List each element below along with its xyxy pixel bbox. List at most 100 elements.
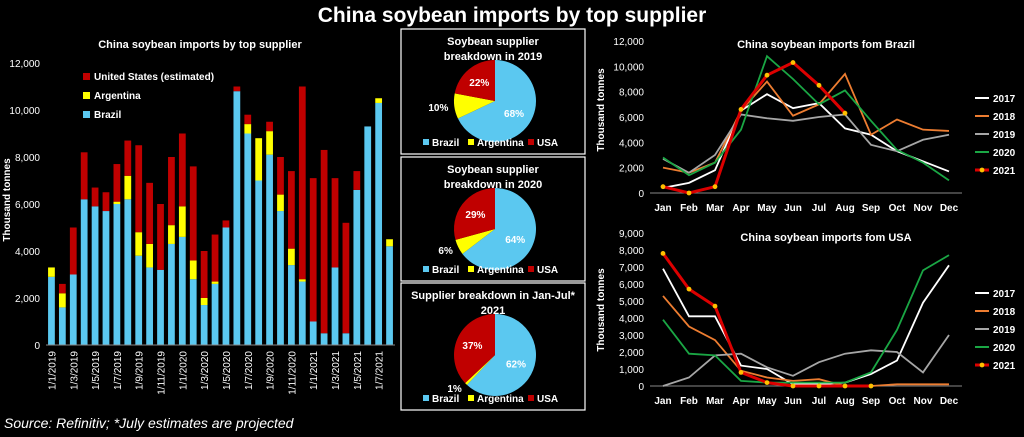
bar-xtick-label: 1/1/2020 [178, 351, 189, 390]
line-marker-2021 [764, 380, 770, 385]
bar-chart-title: China soybean imports by top supplier [98, 39, 302, 51]
bar-segment-brazil [102, 211, 110, 345]
line-ytick-label: 4,000 [619, 314, 644, 325]
line-xtick-label: Nov [914, 396, 933, 407]
line-marker-2021 [738, 370, 744, 375]
bar-segment-argentina [135, 232, 143, 256]
bar-segment-brazil [233, 91, 241, 345]
pie-value-label: 64% [505, 235, 525, 246]
line-marker-2021 [660, 251, 666, 256]
line-ytick-label: 8,000 [619, 88, 644, 99]
line-series-2018 [662, 295, 949, 387]
pie-legend-label: Argentina [477, 394, 524, 405]
bar-segment-brazil [353, 189, 361, 345]
pie-title: Soybean supplier [447, 164, 539, 176]
bar-legend-swatch [83, 92, 90, 99]
pie-value-label: 29% [465, 210, 485, 221]
bar-segment-united [342, 222, 350, 334]
pie-title: breakdown in 2020 [444, 179, 542, 191]
bar-segment-argentina [178, 206, 186, 237]
bar-legend-label: United States (estimated) [94, 72, 214, 83]
bar-xtick-label: 1/1/2019 [47, 351, 58, 390]
line-marker-2021 [790, 60, 796, 65]
bar-segment-argentina [244, 124, 252, 134]
bar-segment-brazil [342, 333, 350, 345]
bar-legend-swatch [83, 73, 90, 80]
line-xtick-label: Jul [812, 203, 827, 214]
bar-segment-brazil [69, 274, 77, 345]
bar-segment-argentina [266, 131, 273, 155]
bar-ytick-label: 10,000 [9, 106, 40, 117]
pie-slice-argentina [455, 229, 495, 254]
bar-segment-argentina [113, 201, 121, 204]
bar-segment-argentina [277, 194, 284, 212]
bar-xtick-label: 1/7/2021 [375, 351, 386, 390]
bar-segment-united [211, 234, 219, 282]
bar-segment-united [309, 178, 317, 322]
bar-segment-argentina [124, 175, 132, 200]
pie-slice-usa [454, 60, 495, 101]
bar-segment-brazil [168, 243, 175, 345]
bar-segment-united [353, 171, 361, 190]
bar-segment-united [200, 251, 208, 298]
bar-segment-argentina [48, 267, 55, 277]
pie-value-label: 62% [506, 359, 526, 370]
line-marker-2021 [842, 110, 848, 116]
bar-segment-brazil [222, 227, 230, 345]
bar-segment-argentina [255, 138, 263, 181]
bar-ytick-label: 0 [34, 341, 40, 352]
line-legend-label: 2019 [993, 130, 1016, 141]
bar-segment-brazil [375, 102, 383, 345]
pie-legend-swatch [423, 266, 429, 272]
bar-segment-united [91, 187, 99, 207]
bar-segment-united [178, 133, 186, 207]
line-legend-label: 2020 [993, 148, 1016, 159]
bar-segment-brazil [277, 211, 284, 345]
line-legend-marker [979, 167, 985, 173]
pie-legend-label: USA [537, 138, 558, 149]
pie-legend-label: Brazil [432, 265, 459, 276]
line-marker-2021 [738, 107, 744, 112]
line-xtick-label: May [757, 203, 777, 214]
bar-legend-label: Brazil [94, 110, 121, 121]
line-legend-label: 2021 [993, 166, 1016, 177]
line-series-2019 [662, 113, 950, 174]
line-xtick-label: Dec [940, 396, 959, 407]
bar-segment-brazil [288, 265, 295, 345]
bar-segment-united [69, 227, 77, 275]
bar-segment-brazil [309, 321, 317, 345]
bar-segment-argentina [200, 298, 208, 306]
line-marker-2021 [868, 383, 874, 389]
bar-ytick-label: 12,000 [9, 59, 40, 70]
bar-segment-brazil [200, 305, 208, 345]
bar-segment-united [331, 178, 339, 268]
bar-segment-argentina [298, 279, 306, 282]
pie-title: Soybean supplier [447, 36, 539, 48]
line-marker-2021 [764, 72, 770, 78]
bar-xtick-label: 1/1/2021 [309, 351, 320, 390]
bar-segment-brazil [189, 279, 197, 345]
bar-segment-brazil [58, 307, 66, 345]
bar-ytick-label: 4,000 [15, 247, 40, 258]
pie-slice-argentina [465, 355, 495, 385]
pie-legend-swatch [423, 395, 429, 401]
line-ytick-label: 2,000 [619, 348, 644, 359]
line-xtick-label: Dec [940, 203, 959, 214]
bar-segment-united [102, 192, 110, 212]
line-ytick-label: 5,000 [619, 297, 644, 308]
line-xtick-label: Jun [784, 203, 802, 214]
line-legend-label: 2019 [993, 325, 1016, 336]
line-series-2020 [662, 54, 950, 182]
line-xtick-label: Aug [835, 396, 854, 407]
bar-xtick-label: 1/5/2020 [222, 351, 233, 390]
bar-segment-brazil [157, 269, 164, 345]
bar-segment-united [157, 204, 164, 270]
pie-legend-swatch [468, 139, 474, 145]
bar-xtick-label: 1/7/2019 [113, 351, 124, 390]
bar-xtick-label: 1/5/2019 [91, 351, 102, 390]
line-marker-2021 [712, 184, 718, 190]
bar-segment-united [298, 86, 306, 280]
pie-slice-brazil [462, 188, 536, 271]
bar-segment-brazil [80, 199, 88, 345]
bar-segment-united [113, 164, 121, 202]
